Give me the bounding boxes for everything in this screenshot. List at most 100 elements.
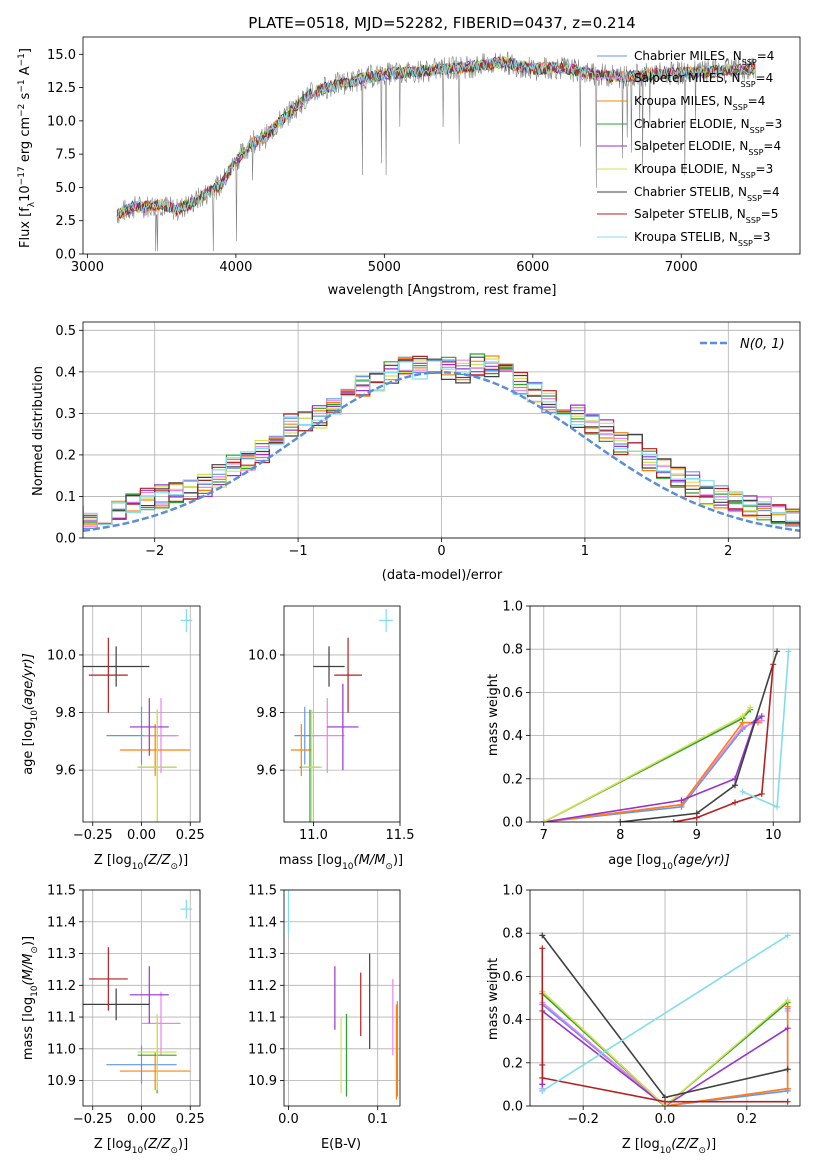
legend-sub-7: SSP	[746, 216, 761, 225]
weight-z-xlabel-rest: (Z/Z	[671, 1137, 699, 1152]
weight-age-xlabel-sub: 10	[661, 862, 673, 872]
legend-text-6: Chabrier STELIB, NSSP=4	[634, 185, 780, 203]
y-tick-label: 11.0	[47, 1042, 76, 1057]
weight-z-xlabel-end: )]	[706, 1137, 716, 1152]
spectrum-plot-area: 3000 4000 5000 6000 7000 0.0 2.5 5.0 7.5 10.0 12.5…	[47, 36, 801, 275]
weight-point-8-0	[539, 1087, 546, 1094]
x-tick-label: 0.25	[176, 1112, 205, 1127]
weight-point-8-2	[785, 648, 792, 655]
residual-histogram-panel: −2 −1 0 1 2 0.0 0.1 0.2 0.3 0.4 0.5 (data-model)/e…	[31, 321, 801, 583]
age-mass-plot-area: 11.0 11.5 9.6 9.8 10.0	[248, 605, 414, 843]
weight-age-plot-area: 7 8 9 10 0.0 0.2 0.4 0.6 0.8 1.0	[502, 600, 801, 843]
y-tick-label: 0.5	[55, 324, 76, 339]
legend-tail-8: =3	[753, 230, 771, 244]
age-mass-xlabel-main: mass [log	[279, 853, 342, 868]
legend-entry-6: Chabrier STELIB, NSSP=4	[597, 185, 780, 203]
weight-point-5-1	[739, 713, 746, 720]
age-z-plot-area: −0.25 0.00 0.25 9.6 9.8 10.0	[47, 605, 205, 843]
plot-background	[284, 890, 400, 1106]
legend-tail-7: =5	[761, 207, 779, 221]
weight-point-5-0	[540, 819, 547, 822]
x-tick-label: 3000	[71, 260, 104, 275]
legend-entry-2: Kroupa MILES, NSSP=4	[597, 94, 765, 112]
weight-z-xlabel-sun: ⊙	[698, 1146, 706, 1156]
y-tick-label: 11.4	[47, 915, 76, 930]
histogram-plot-area: −2 −1 0 1 2 0.0 0.1 0.2 0.3 0.4 0.5	[55, 321, 801, 559]
histogram-legend-text: N(0, 1)	[740, 337, 785, 352]
y-tick-label: 11.2	[47, 979, 76, 994]
weight-z-xlabel-sub: 10	[660, 1146, 672, 1156]
weight-point-7-3	[662, 1098, 668, 1105]
plot-marks	[540, 648, 792, 822]
y-tick-label: 1.0	[502, 884, 523, 899]
plot-marks	[116, 51, 756, 252]
y-tick-label: 0.8	[502, 643, 523, 658]
weight-point-4-1	[678, 797, 685, 804]
age-mass-xlabel-sub: 10	[342, 862, 354, 872]
weight-point-7-0	[670, 819, 677, 822]
age-z-xlabel-rest: (Z/Z	[143, 853, 171, 868]
y-tick-label: 0.3	[55, 407, 76, 422]
plot-marks	[83, 353, 800, 532]
x-tick-label: 7	[540, 828, 548, 843]
mass-weight-vs-metallicity-panel: −0.2 0.0 0.2 0.0 0.2 0.4 0.6 0.8 1.0 Z [log10(Z/…	[486, 884, 801, 1156]
legend-sub-4: SSP	[748, 148, 763, 157]
weight-point-8-0	[739, 788, 746, 795]
age-vs-mass-panel: 11.0 11.5 9.6 9.8 10.0 mass [log10(M/M⊙)]	[248, 605, 414, 872]
weight-point-4-3	[784, 1025, 791, 1032]
legend-text-5: Kroupa ELODIE, NSSP=3	[634, 162, 773, 180]
plot-frame	[82, 321, 801, 539]
age-z-ylabel: age [log10(age/yr)]	[21, 653, 40, 775]
plot-marks	[290, 608, 394, 822]
legend-text-8: Kroupa STELIB, NSSP=3	[634, 230, 771, 248]
y-tick-label: 9.8	[256, 706, 277, 721]
y-tick-label: 0.4	[55, 365, 76, 380]
y-tick-label: 0.4	[502, 729, 523, 744]
plot-background	[530, 606, 800, 822]
plot-frame	[529, 605, 801, 823]
legend-sub-0: SSP	[742, 58, 757, 67]
legend-name-3: Chabrier ELODIE, N	[634, 117, 750, 131]
weight-series-2	[543, 721, 758, 822]
plot-marks	[287, 890, 398, 1100]
age-z-xlabel-sun: ⊙	[170, 862, 178, 872]
y-tick-label: 0.2	[502, 1056, 523, 1071]
x-tick-label: 0.1	[367, 1112, 388, 1127]
x-tick-label: 9	[693, 828, 701, 843]
y-tick-label: 0.0	[55, 248, 76, 263]
mass-z-ylabel-rest: (M/M	[21, 954, 36, 986]
age-z-xlabel-sub: 10	[132, 862, 144, 872]
weight-point-6-2	[784, 1066, 791, 1073]
plot-frame	[529, 889, 801, 1107]
weight-point-4-4	[758, 713, 765, 720]
weight-point-6-0	[617, 819, 624, 822]
legend-name-2: Kroupa MILES, N	[634, 94, 733, 108]
y-tick-label: 11.5	[47, 884, 76, 899]
weight-series-5	[541, 990, 789, 1106]
spectrum-ylabel-s: s	[18, 92, 33, 103]
y-tick-label: 2.5	[55, 214, 76, 229]
legend-text-7: Salpeter STELIB, NSSP=5	[634, 207, 778, 225]
x-tick-label: 2	[724, 544, 732, 559]
weight-point-6-3	[774, 648, 781, 655]
y-tick-label: 10.0	[248, 648, 277, 663]
x-tick-label: −2	[145, 544, 164, 559]
legend-tail-6: =4	[762, 185, 780, 199]
x-tick-label: 0.00	[127, 828, 156, 843]
histogram-series-8	[83, 360, 800, 525]
weight-point-7-2	[731, 799, 738, 806]
mass-z-xlabel-rest: (Z/Z	[143, 1137, 171, 1152]
y-tick-label: 0.0	[502, 816, 523, 831]
x-tick-label: −0.25	[73, 828, 113, 843]
legend-sub-8: SSP	[738, 239, 753, 248]
plot-frame	[82, 605, 201, 823]
weight-point-7-0	[539, 945, 546, 952]
y-tick-label: 0.8	[502, 927, 523, 942]
mass-z-xlabel-sub: 10	[132, 1146, 144, 1156]
legend-tail-5: =3	[756, 162, 774, 176]
spectrum-ylabel-end: ]	[18, 48, 33, 53]
y-tick-label: 0.6	[502, 970, 523, 985]
legend-sub-6: SSP	[747, 194, 762, 203]
spectrum-ylabel-exp1: −17	[17, 166, 27, 185]
mass-z-xlabel: Z [log10(Z/Z⊙)]	[94, 1137, 188, 1156]
